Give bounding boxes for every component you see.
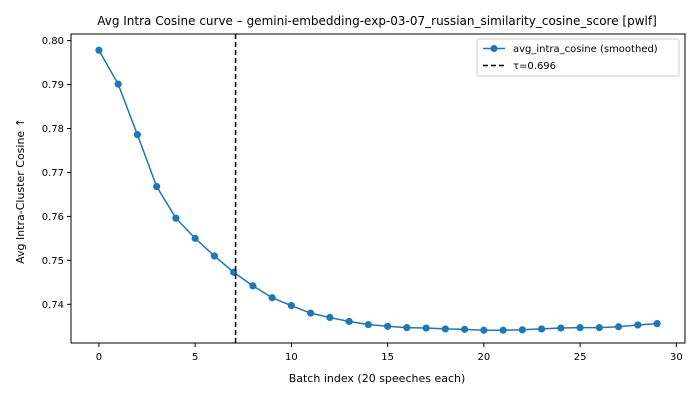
y-tick-label: 0.76 (42, 212, 64, 223)
x-tick-label: 30 (670, 352, 683, 363)
plot-frame (70, 33, 686, 344)
data-point (557, 324, 565, 332)
data-point (191, 234, 199, 242)
data-point (249, 282, 257, 290)
x-tick-label: 15 (381, 352, 394, 363)
x-tick-label: 0 (96, 352, 102, 363)
y-tick-label: 0.78 (42, 124, 64, 135)
y-tick-label: 0.77 (42, 168, 64, 179)
data-point (595, 324, 603, 332)
data-point (364, 320, 372, 329)
data-point (384, 322, 392, 330)
data-point (499, 326, 507, 334)
data-point (153, 182, 161, 191)
legend-box (476, 38, 680, 77)
data-point (538, 325, 546, 333)
data-point (634, 321, 642, 329)
y-axis-label: Avg Intra-Cluster Cosine ↑ (14, 118, 27, 264)
legend-label-series: avg_intra_cosine (smoothed) (513, 44, 658, 55)
data-point (172, 214, 180, 222)
data-point (114, 80, 122, 88)
data-point (287, 302, 295, 310)
legend-label-threshold: τ=0.696 (513, 61, 556, 72)
data-point (307, 309, 315, 317)
data-point (133, 131, 142, 139)
y-tick-label: 0.80 (42, 36, 64, 47)
data-point (653, 320, 661, 328)
data-point (403, 324, 411, 332)
y-tick-label: 0.79 (42, 80, 64, 91)
data-point (210, 252, 218, 260)
data-point (95, 46, 103, 54)
x-tick-label: 10 (285, 352, 298, 363)
y-axis-ticks: 0.74 0.75 0.76 0.77 0.78 0.79 0.80 (42, 36, 71, 311)
data-point (480, 326, 488, 334)
data-point (518, 326, 526, 334)
plot-area (95, 34, 661, 343)
data-point (461, 325, 469, 333)
data-point (441, 325, 449, 333)
chart-title: Avg Intra Cosine curve – gemini-embeddin… (97, 14, 657, 28)
data-point (576, 324, 584, 332)
data-point (422, 324, 430, 332)
x-axis-label: Batch index (20 speeches each) (289, 372, 466, 385)
data-point (614, 323, 623, 331)
x-tick-label: 20 (477, 352, 490, 363)
y-tick-label: 0.75 (42, 256, 64, 267)
data-point (326, 313, 334, 322)
y-tick-label: 0.74 (42, 300, 64, 311)
data-point (268, 294, 276, 302)
x-axis-ticks: 0 5 10 15 20 25 30 (96, 343, 683, 363)
legend: avg_intra_cosine (smoothed) τ=0.696 (476, 38, 680, 77)
legend-marker-swatch (490, 45, 498, 52)
x-tick-label: 5 (192, 352, 198, 363)
x-tick-label: 25 (574, 352, 587, 363)
data-point (345, 317, 353, 326)
